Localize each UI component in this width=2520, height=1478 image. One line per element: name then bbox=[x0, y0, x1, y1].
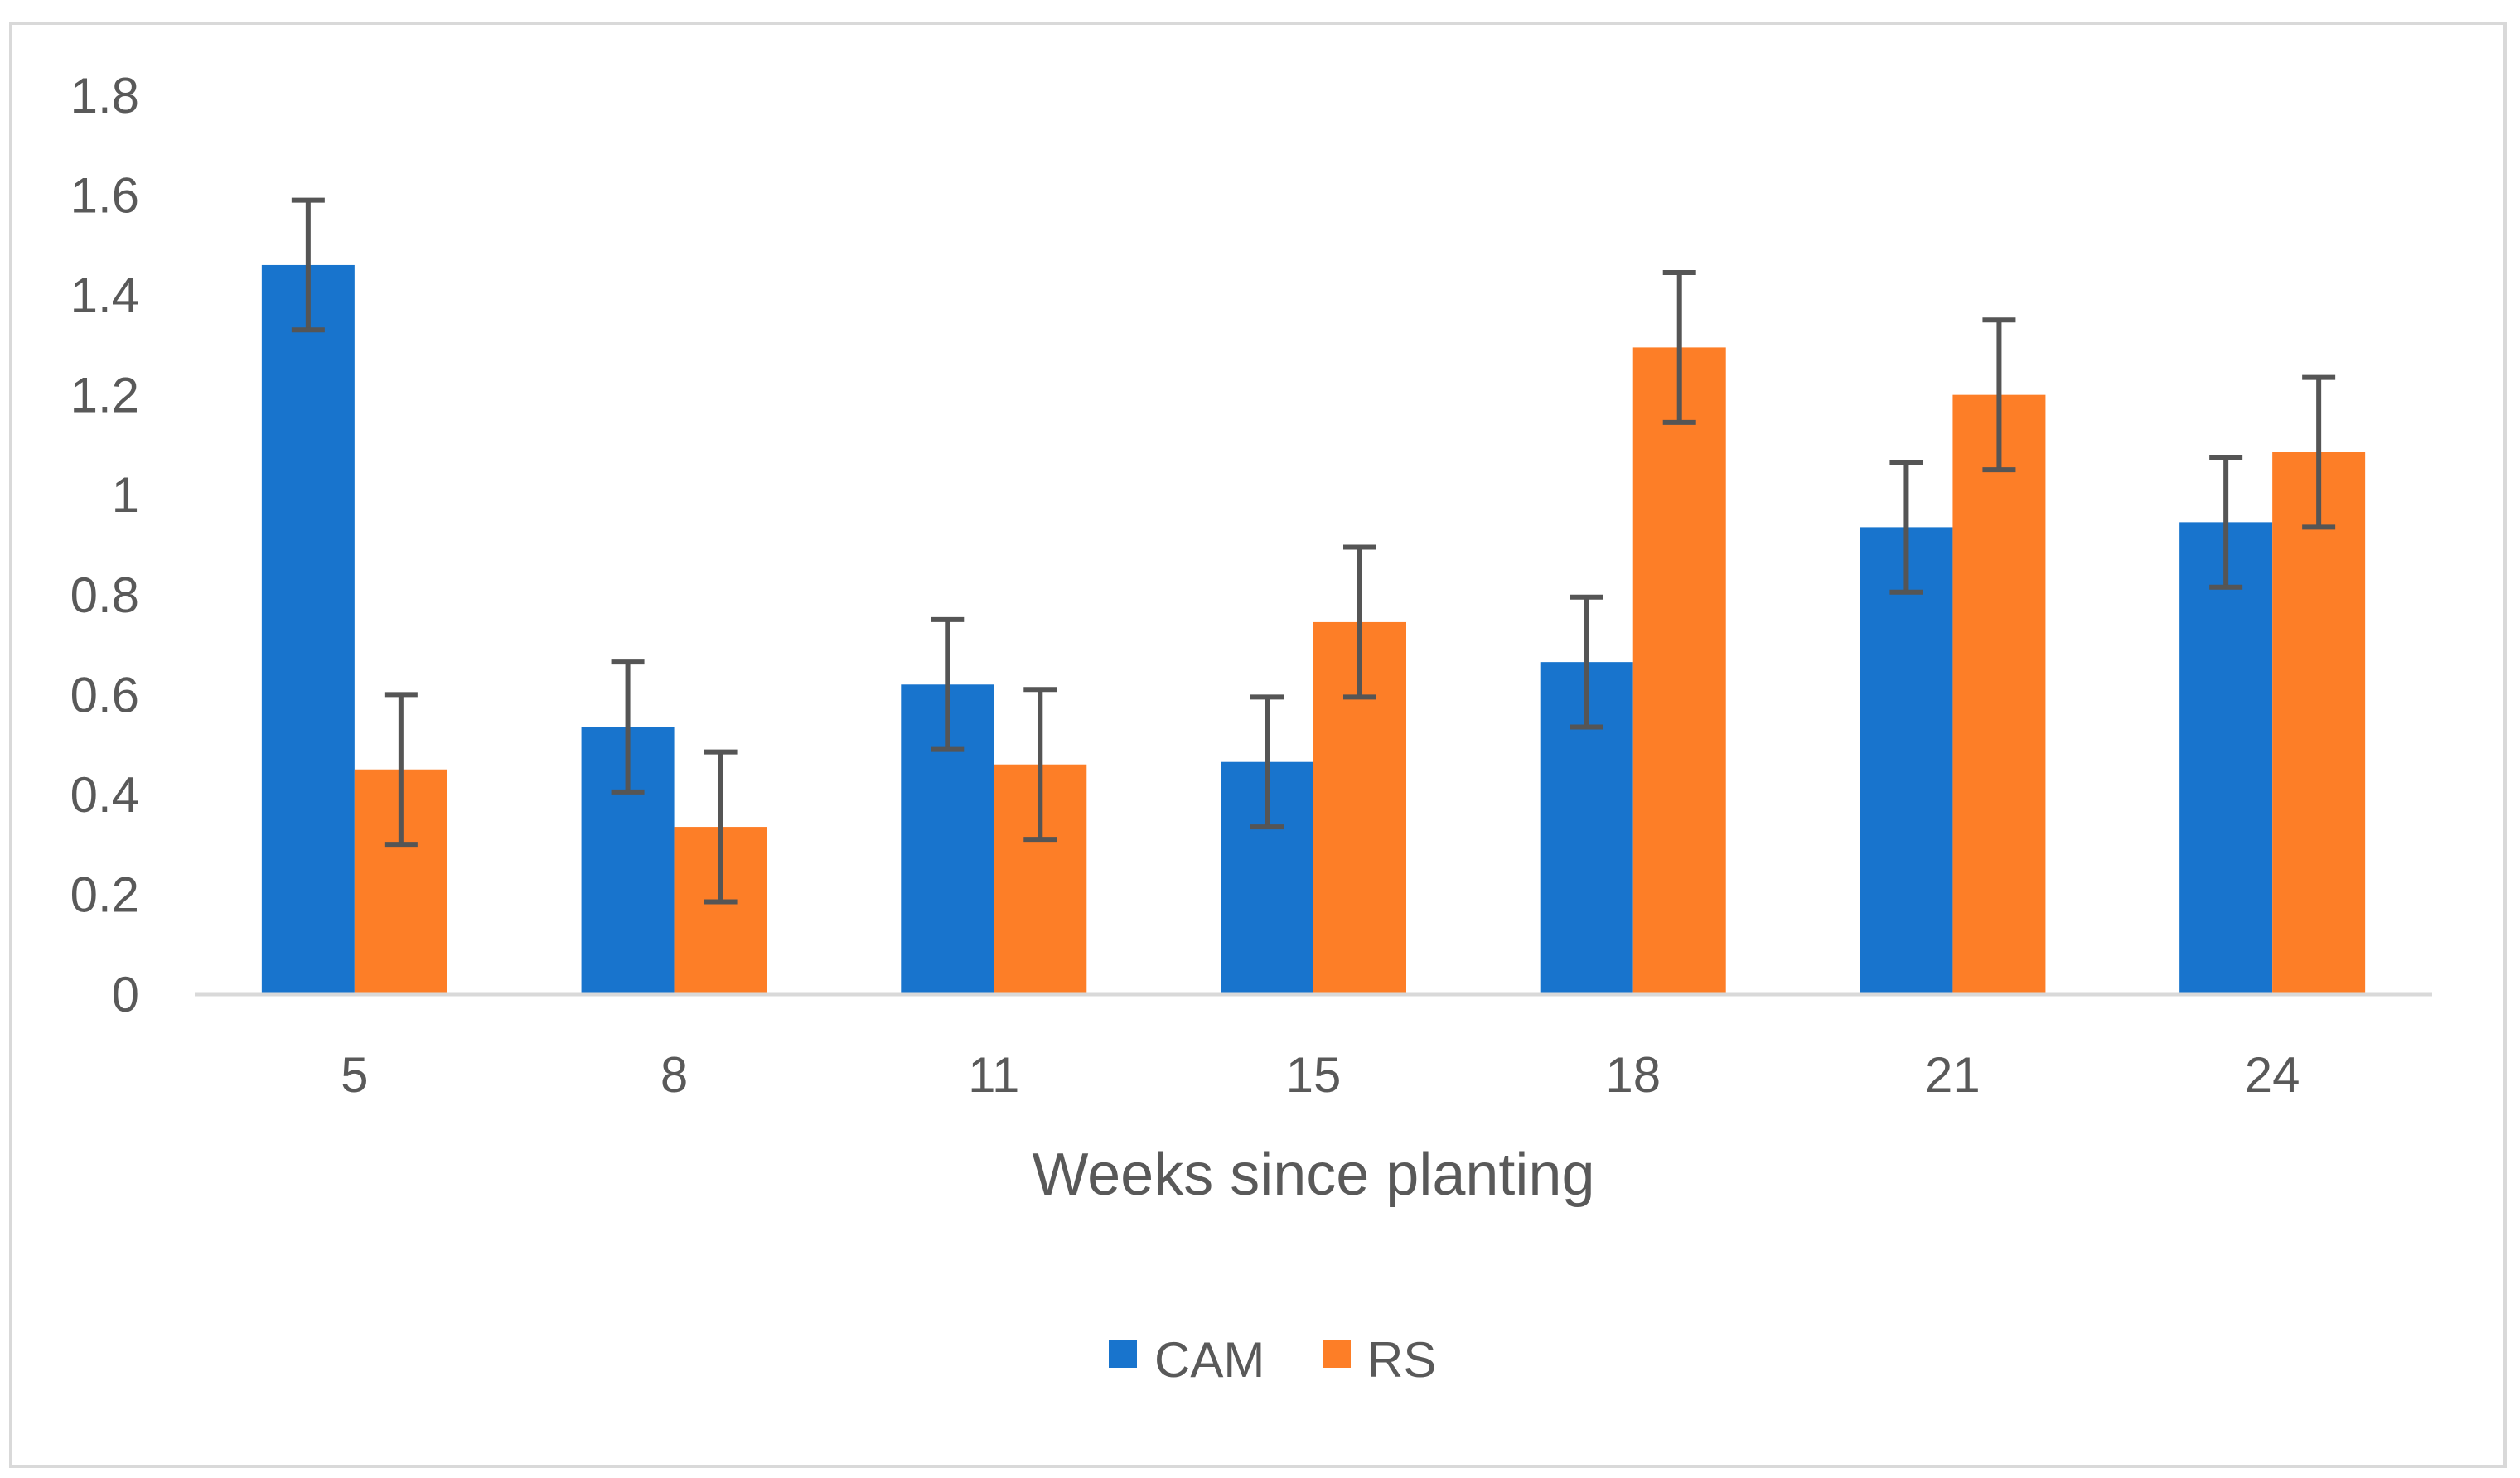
error-bar-cam bbox=[291, 197, 325, 333]
x-tick-label: 15 bbox=[1286, 1047, 1342, 1103]
bar-rs bbox=[1632, 347, 1726, 994]
x-tick-label: 24 bbox=[2245, 1047, 2300, 1103]
y-axis-ticks: 0 0.2 0.4 0.6 0.8 1 1.2 1.4 1.6 1.8 bbox=[70, 68, 139, 1022]
error-bars bbox=[291, 197, 2336, 905]
y-tick-label: 1.8 bbox=[70, 68, 139, 123]
bar-rs bbox=[1952, 394, 2046, 995]
legend-swatch-cam bbox=[1109, 1340, 1137, 1368]
error-bar-rs bbox=[1343, 544, 1376, 700]
bar-rs bbox=[2272, 452, 2366, 994]
error-bar-cam bbox=[1889, 460, 1923, 595]
bar-cam bbox=[261, 264, 355, 994]
error-bar-cam bbox=[611, 659, 645, 795]
x-tick-label: 11 bbox=[968, 1047, 1019, 1103]
x-tick-label: 21 bbox=[1925, 1047, 1981, 1103]
y-tick-label: 1.4 bbox=[70, 268, 139, 323]
error-bar-cam bbox=[1570, 594, 1603, 730]
y-tick-label: 0 bbox=[112, 967, 139, 1022]
error-bar-cam bbox=[931, 616, 965, 752]
bar-cam bbox=[1860, 527, 1953, 994]
y-tick-label: 0.8 bbox=[70, 568, 139, 623]
error-bar-rs bbox=[1023, 687, 1057, 843]
x-axis-labels: 5 8 11 15 18 21 24 bbox=[341, 1047, 2300, 1103]
x-tick-label: 5 bbox=[341, 1047, 368, 1103]
error-bar-rs bbox=[1662, 269, 1696, 425]
y-tick-label: 1.2 bbox=[70, 368, 139, 423]
y-tick-label: 1.6 bbox=[70, 168, 139, 224]
error-bar-rs bbox=[2302, 374, 2336, 530]
y-tick-label: 0.2 bbox=[70, 867, 139, 922]
error-bar-rs bbox=[1982, 317, 2016, 473]
bar-cam bbox=[2179, 522, 2273, 994]
x-axis-title: Weeks since planting bbox=[1032, 1142, 1594, 1208]
error-bar-rs bbox=[384, 692, 418, 848]
error-bar-cam bbox=[2209, 455, 2243, 590]
error-bar-rs bbox=[704, 749, 738, 905]
legend-label-rs: RS bbox=[1367, 1332, 1436, 1388]
error-bar-cam bbox=[1250, 694, 1284, 830]
x-tick-label: 8 bbox=[660, 1047, 688, 1103]
legend-swatch-rs bbox=[1323, 1340, 1351, 1368]
chart-frame bbox=[9, 22, 2507, 1468]
x-tick-label: 18 bbox=[1605, 1047, 1661, 1103]
y-tick-label: 0.6 bbox=[70, 667, 139, 722]
bar-series bbox=[261, 264, 2366, 995]
y-tick-label: 0.4 bbox=[70, 767, 139, 823]
legend-label-cam: CAM bbox=[1154, 1332, 1265, 1388]
y-tick-label: 1 bbox=[112, 467, 139, 523]
legend: CAM RS bbox=[1109, 1332, 1436, 1388]
